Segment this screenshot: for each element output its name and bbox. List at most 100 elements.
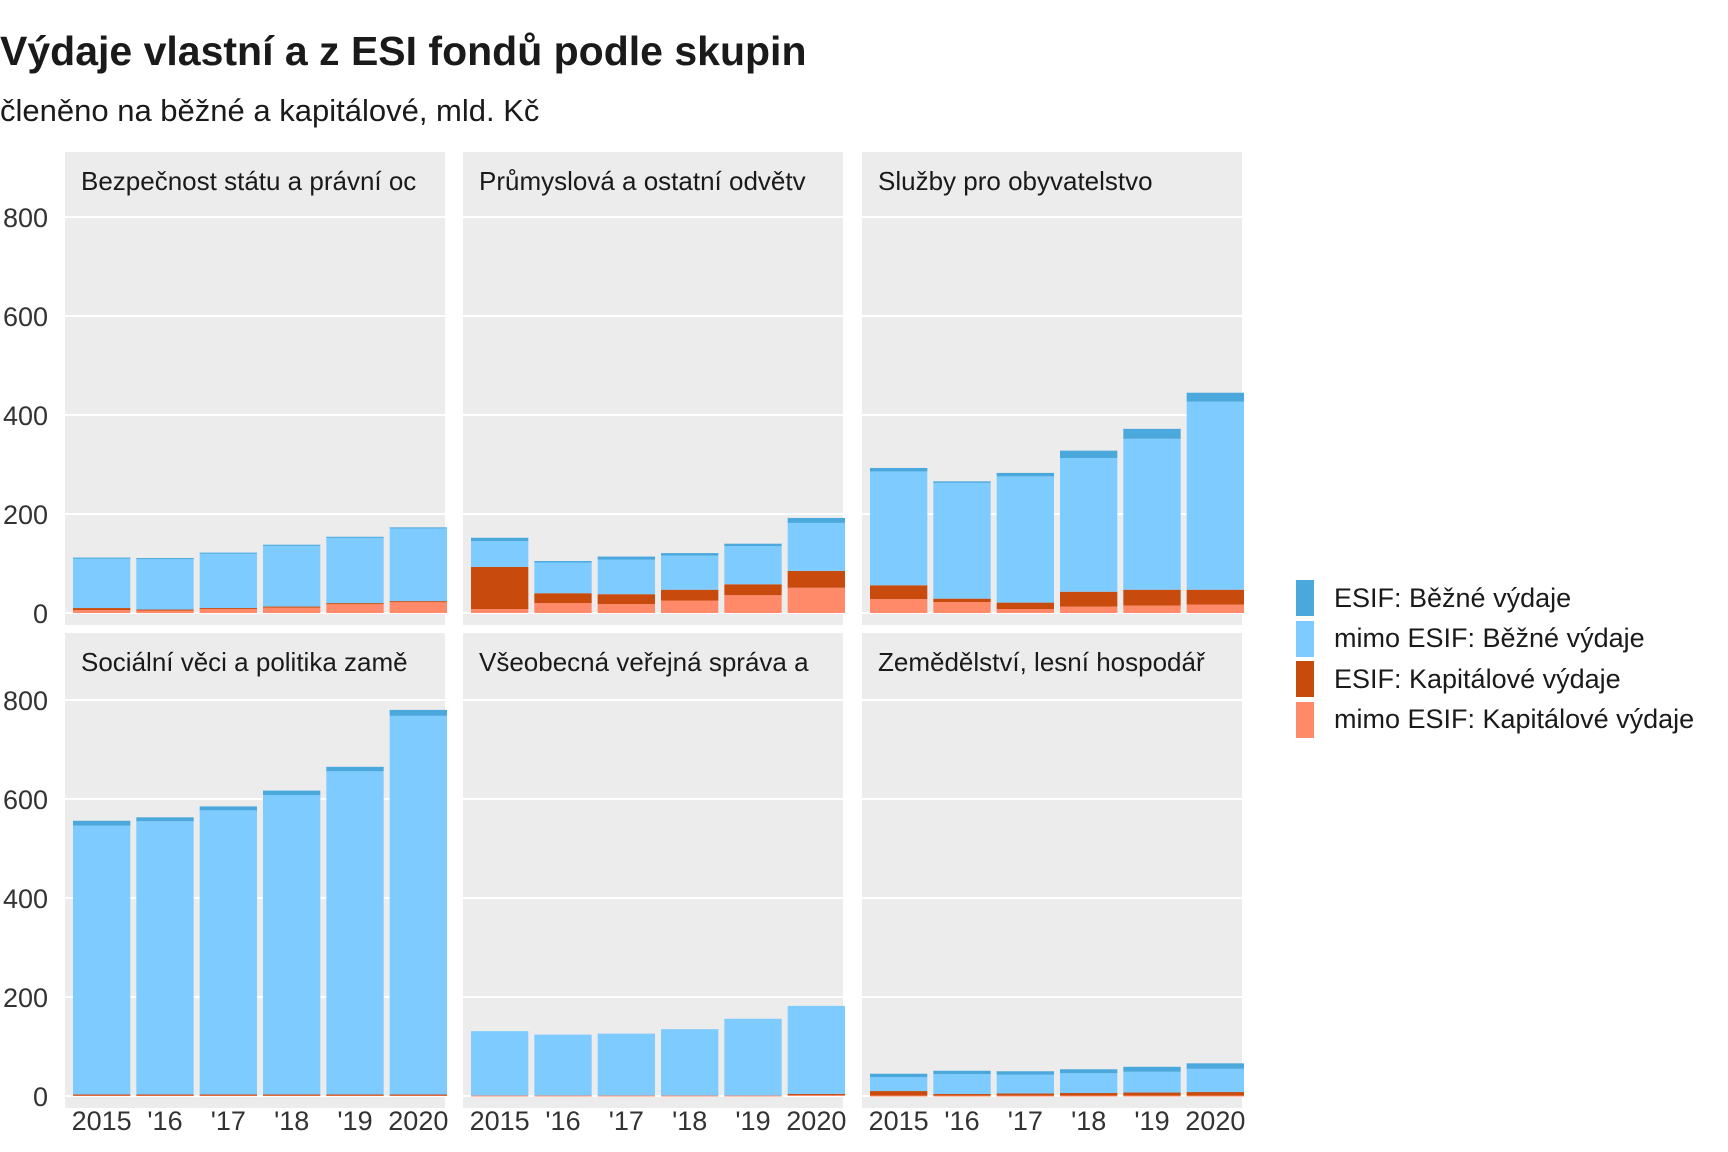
x-tick-label: '17 [211,1106,246,1136]
bar-esif-bezne-vydaje-2019 [1123,428,1181,439]
facet-prumyslova-a-ostatni-odvetvi-hospodarstvi: Průmyslová a ostatní odvětv [463,152,845,625]
y-tick-label: 800 [3,203,48,233]
bar-mimo-esif-kapitalove-vydaje-2019 [326,603,384,613]
bar-esif-kapitalove-vydaje-2017 [199,608,257,610]
x-tick-label: '18 [274,1106,309,1136]
bar-mimo-esif-bezne-vydaje-2020 [1186,401,1244,590]
y-tick-label: 400 [3,884,48,914]
x-tick-label: '19 [1134,1106,1169,1136]
bar-mimo-esif-bezne-vydaje-2017 [996,476,1054,603]
bar-mimo-esif-kapitalove-vydaje-2018 [1060,606,1118,613]
legend-swatch [1296,580,1314,617]
bar-esif-bezne-vydaje-2018 [661,553,719,556]
bar-esif-bezne-vydaje-2019 [724,543,782,547]
y-tick-label: 0 [33,599,48,629]
legend-swatch [1296,701,1314,738]
bar-mimo-esif-bezne-vydaje-2015 [73,825,131,1095]
x-tick-label: '18 [672,1106,707,1136]
bar-mimo-esif-kapitalove-vydaje-2017 [597,604,655,613]
y-tick-label: 200 [3,500,48,530]
bar-esif-bezne-vydaje-2016 [534,561,592,563]
x-tick-label: 2020 [1185,1106,1245,1136]
facet-bezpecnost-statu-a-pravni-ochrana: Bezpečnost státu a právní oc 0 200 400 600 80… [3,152,447,629]
bar-mimo-esif-bezne-vydaje-2015 [73,558,131,609]
facet-label: Všeobecná veřejná správa a [479,647,809,677]
bar-mimo-esif-bezne-vydaje-2015 [471,541,529,567]
legend-label: ESIF: Kapitálové výdaje [1334,663,1621,694]
x-tick-label: '16 [147,1106,182,1136]
bar-mimo-esif-kapitalove-vydaje-2016 [933,602,991,613]
bar-mimo-esif-bezne-vydaje-2016 [534,562,592,594]
bar-mimo-esif-kapitalove-vydaje-2019 [1123,605,1181,613]
bar-mimo-esif-bezne-vydaje-2017 [199,553,257,609]
bar-esif-bezne-vydaje-2015 [870,1073,928,1078]
legend-swatch [1296,661,1314,698]
bar-mimo-esif-kapitalove-vydaje-2020 [389,601,447,613]
bar-mimo-esif-bezne-vydaje-2017 [597,559,655,595]
bar-mimo-esif-bezne-vydaje-2016 [534,1034,592,1096]
bar-esif-bezne-vydaje-2018 [263,790,321,796]
bar-esif-kapitalove-vydaje-2016 [933,1094,991,1096]
x-tick-label: '19 [735,1106,770,1136]
bar-esif-bezne-vydaje-2016 [136,558,194,560]
bar-mimo-esif-bezne-vydaje-2020 [1186,1068,1244,1093]
y-tick-label: 400 [3,401,48,431]
facet-sluzby-pro-obyvatelstvo: Služby pro obyvatelstvo [862,152,1244,625]
facet-label: Zemědělství, lesní hospodář [878,647,1206,677]
bar-esif-bezne-vydaje-2020 [389,527,447,529]
bar-esif-kapitalove-vydaje-2020 [787,570,845,588]
bar-esif-kapitalove-vydaje-2017 [996,1093,1054,1096]
bar-esif-kapitalove-vydaje-2018 [263,1094,321,1096]
bar-mimo-esif-kapitalove-vydaje-2015 [870,599,928,613]
bar-esif-kapitalove-vydaje-2019 [724,584,782,596]
bar-mimo-esif-kapitalove-vydaje-2020 [1186,1095,1244,1097]
bar-mimo-esif-bezne-vydaje-2015 [870,471,928,586]
bar-mimo-esif-kapitalove-vydaje-2016 [534,603,592,613]
bar-esif-kapitalove-vydaje-2015 [73,1094,131,1096]
bar-mimo-esif-bezne-vydaje-2019 [1123,438,1181,590]
bar-mimo-esif-bezne-vydaje-2020 [787,522,845,571]
bar-esif-kapitalove-vydaje-2019 [326,603,384,605]
bar-esif-kapitalove-vydaje-2017 [597,594,655,605]
x-tick-label: '16 [545,1106,580,1136]
x-tick-label: '16 [944,1106,979,1136]
bar-mimo-esif-bezne-vydaje-2016 [136,558,194,610]
bar-esif-kapitalove-vydaje-2018 [1060,1093,1118,1096]
chart-title: Výdaje vlastní a z ESI fondů podle skupi… [0,28,807,74]
facet-label: Bezpečnost státu a právní oc [81,166,416,196]
bar-esif-bezne-vydaje-2017 [199,806,257,811]
bar-esif-bezne-vydaje-2015 [73,820,131,826]
chart-legend: ESIF: Běžné výdaje mimo ESIF: Běžné výdaj… [1296,578,1694,740]
facet-zemedelstvi-lesni-hospodarstvi-a-rybarstvi: Zemědělství, lesní hospodář 2015 '16 '17 '18… [862,633,1245,1136]
legend-label: mimo ESIF: Kapitálové výdaje [1334,704,1695,735]
x-tick-label: '17 [609,1106,644,1136]
bar-mimo-esif-bezne-vydaje-2019 [326,771,384,1095]
bar-mimo-esif-bezne-vydaje-2015 [870,1077,928,1092]
y-tick-label: 800 [3,686,48,716]
bar-mimo-esif-kapitalove-vydaje-2017 [597,1095,655,1097]
bar-mimo-esif-kapitalove-vydaje-2020 [1186,604,1244,613]
bar-esif-bezne-vydaje-2019 [326,536,384,538]
bar-esif-kapitalove-vydaje-2020 [389,1094,447,1096]
bar-mimo-esif-bezne-vydaje-2018 [1060,1073,1118,1094]
bar-esif-bezne-vydaje-2015 [73,557,131,559]
bar-esif-kapitalove-vydaje-2016 [136,1094,194,1096]
bar-esif-bezne-vydaje-2016 [933,481,991,483]
bar-mimo-esif-kapitalove-vydaje-2017 [996,1095,1054,1097]
y-tick-label: 600 [3,302,48,332]
bar-esif-bezne-vydaje-2017 [996,1071,1054,1075]
bar-mimo-esif-kapitalove-vydaje-2018 [263,607,321,613]
facet-vseobecna-verejna-sprava-a-sluzby: Všeobecná veřejná správa a 2015 '16 '17 '18 '… [463,633,846,1136]
bar-esif-bezne-vydaje-2020 [1186,1063,1244,1069]
bar-mimo-esif-kapitalove-vydaje-2018 [661,600,719,613]
bar-esif-bezne-vydaje-2018 [263,544,321,546]
bar-mimo-esif-bezne-vydaje-2017 [597,1033,655,1096]
bar-esif-kapitalove-vydaje-2016 [933,598,991,603]
bar-esif-kapitalove-vydaje-2019 [326,1094,384,1096]
bar-esif-kapitalove-vydaje-2017 [996,602,1054,610]
bar-mimo-esif-bezne-vydaje-2016 [136,821,194,1095]
bar-esif-bezne-vydaje-2020 [1186,392,1244,402]
bar-mimo-esif-bezne-vydaje-2019 [1123,1071,1181,1093]
bar-mimo-esif-kapitalove-vydaje-2015 [870,1095,928,1097]
x-tick-label: '19 [337,1106,372,1136]
